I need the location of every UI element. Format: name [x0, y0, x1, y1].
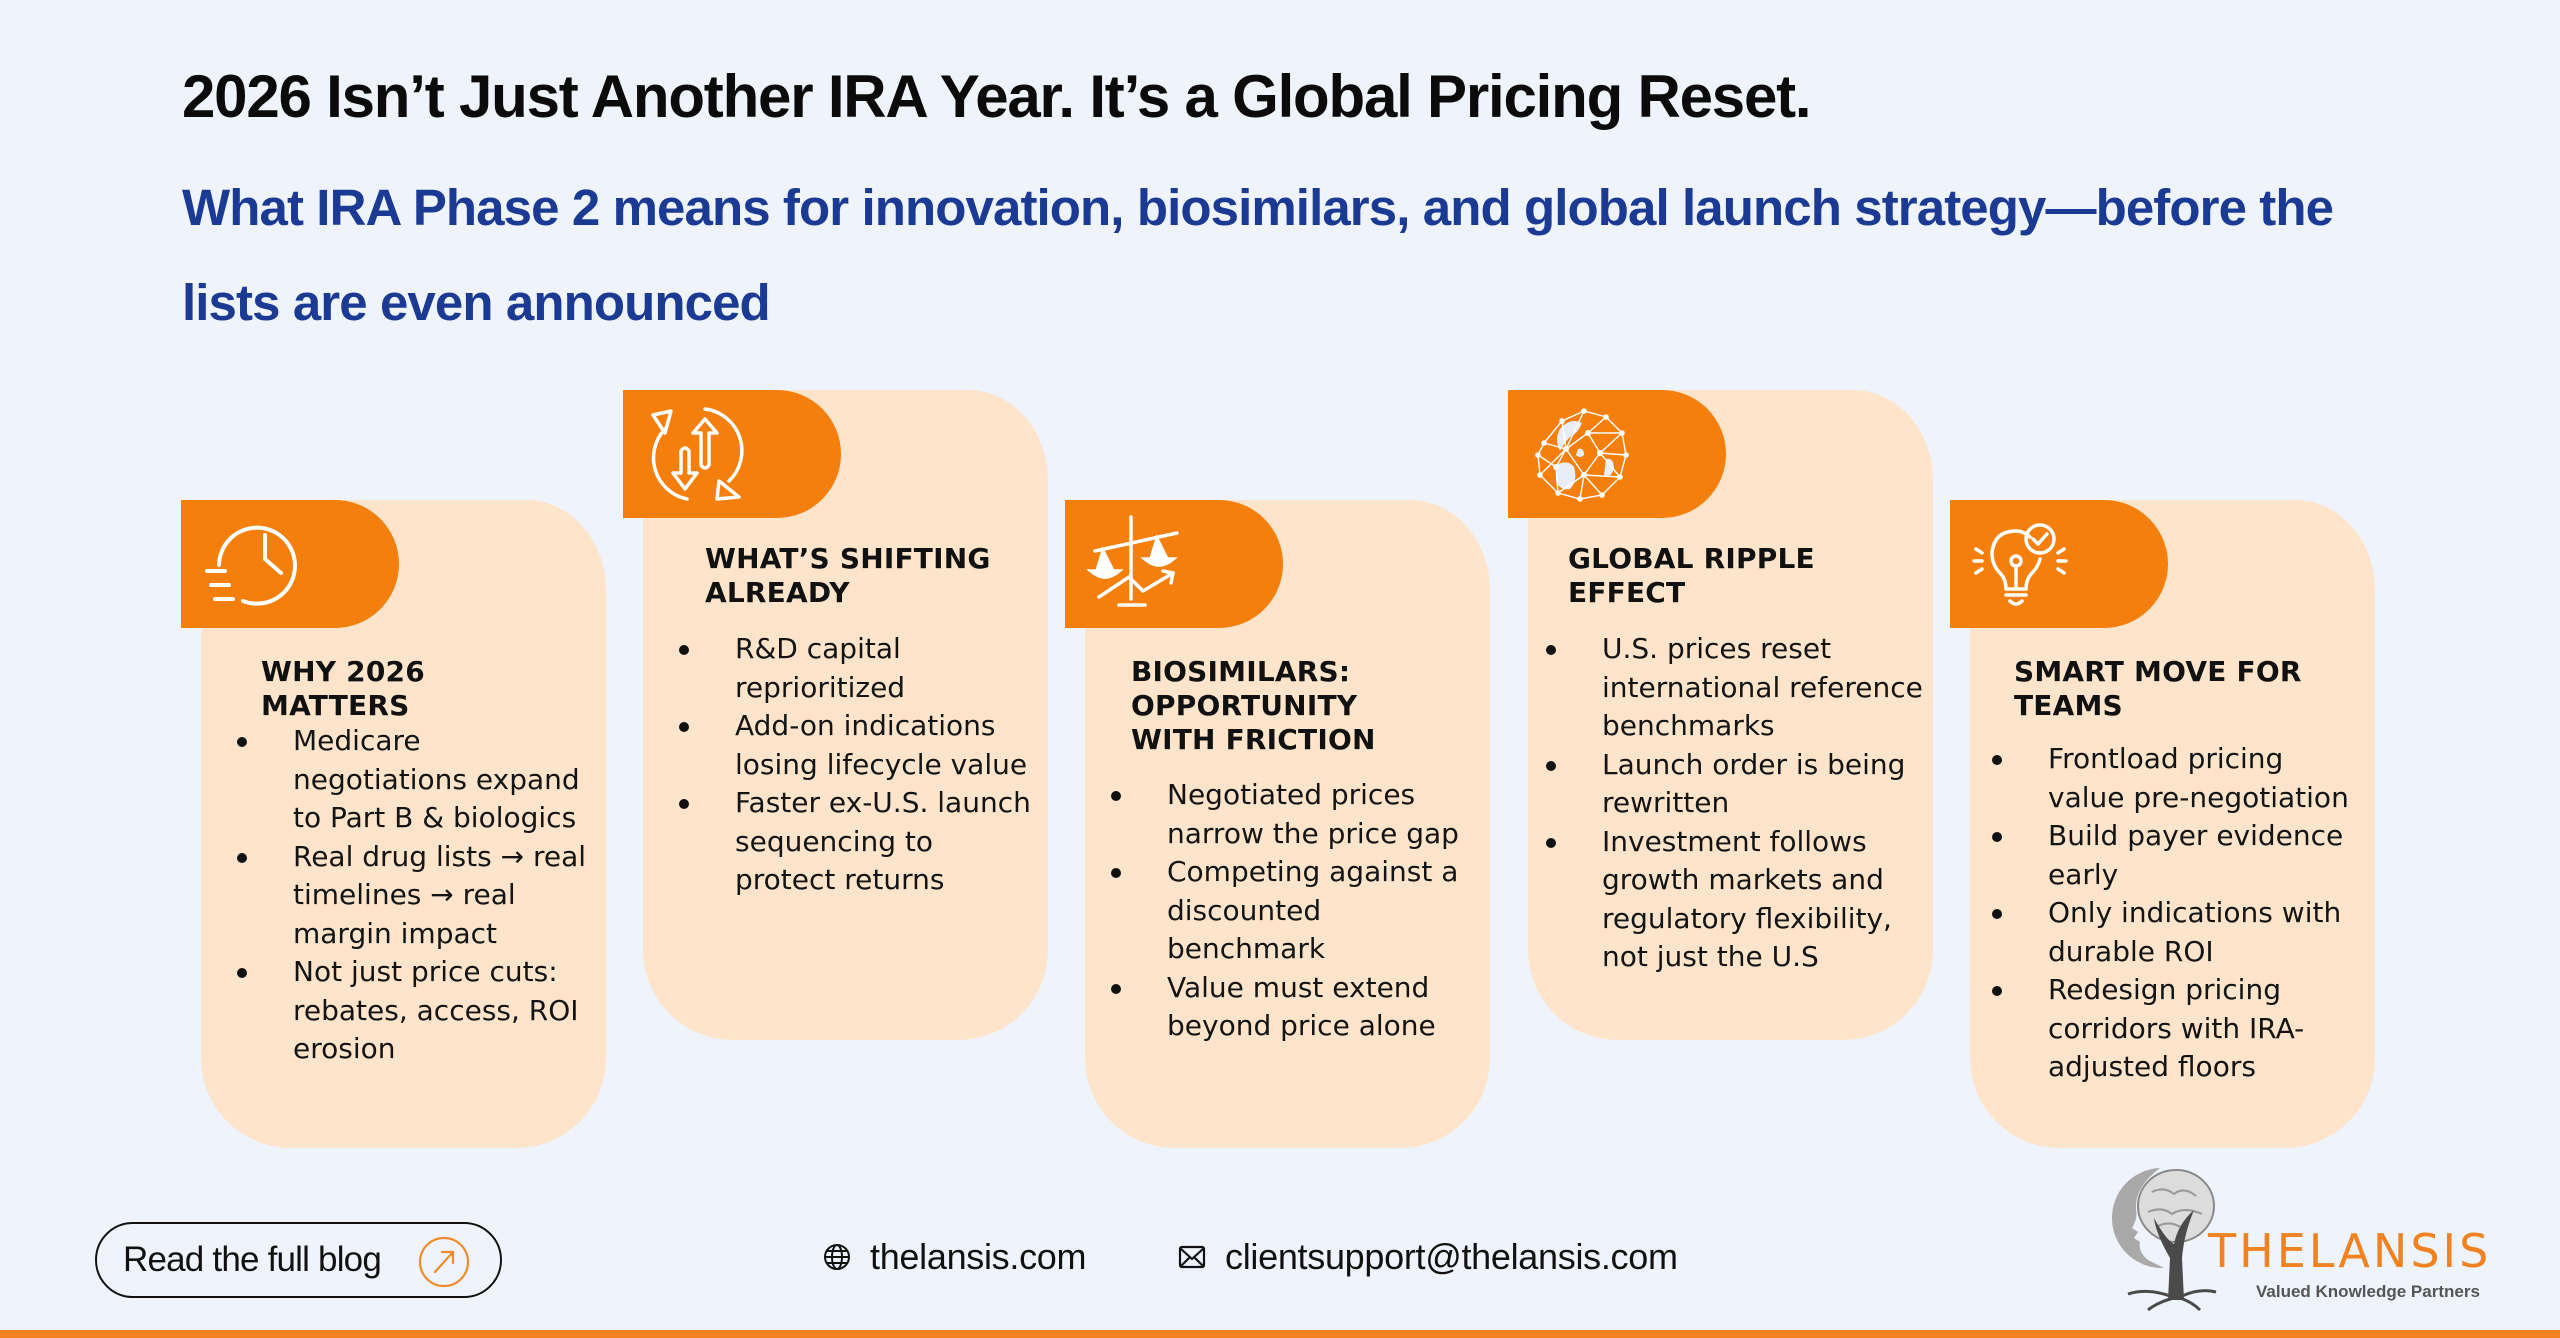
card-bullets: R&D capital reprioritized Add-on indicat… [673, 630, 1038, 900]
bullet-item: Only indications with durable ROI [1986, 894, 2365, 971]
card-heading: WHY 2026 MATTERS [261, 655, 425, 722]
globe-icon [824, 1244, 850, 1270]
card-heading: GLOBAL RIPPLE EFFECT [1568, 542, 1815, 609]
bullet-item: Negotiated prices narrow the price gap [1105, 776, 1480, 853]
card-why-2026-matters: WHY 2026 MATTERS Medicare negotiations e… [181, 500, 611, 1148]
bullet-item: Competing against a discounted benchmark [1105, 853, 1480, 969]
website-contact: thelansis.com [822, 1236, 1087, 1278]
page-subtitle: What IRA Phase 2 means for innovation, b… [182, 179, 2334, 331]
card-whats-shifting: WHAT’S SHIFTING ALREADY R&D capital repr… [623, 390, 1053, 1040]
card-bullets: Negotiated prices narrow the price gap C… [1105, 776, 1480, 1046]
card-smart-move: SMART MOVE FOR TEAMS Frontload pricing v… [1950, 500, 2380, 1148]
card-bullets: U.S. prices reset international referenc… [1540, 630, 1923, 977]
bullet-item: Medicare negotiations expand to Part B &… [231, 722, 596, 838]
balance-scale-icon [1086, 515, 1179, 607]
card-icon-tab [1950, 500, 2168, 628]
shift-arrows-icon [651, 407, 744, 501]
bullet-item: U.S. prices reset international referenc… [1540, 630, 1923, 746]
card-heading: SMART MOVE FOR TEAMS [2014, 655, 2302, 722]
card-icon-tab [1065, 500, 1283, 628]
bullet-item: Redesign pricing corridors with IRA-adju… [1986, 971, 2365, 1087]
website-link[interactable]: thelansis.com [870, 1236, 1087, 1277]
bullet-item: Investment follows growth markets and re… [1540, 823, 1923, 977]
arrow-up-right-circle-icon [418, 1236, 470, 1288]
bullet-item: Frontload pricing value pre-negotiation [1986, 740, 2365, 817]
bullet-item: Add-on indications losing lifecycle valu… [673, 707, 1038, 784]
logo-tagline: Valued Knowledge Partners [2256, 1282, 2480, 1301]
email-link[interactable]: clientsupport@thelansis.com [1225, 1236, 1678, 1277]
email-contact: clientsupport@thelansis.com [1177, 1236, 1678, 1278]
card-bullets: Medicare negotiations expand to Part B &… [231, 722, 596, 1069]
card-bullets: Frontload pricing value pre-negotiation … [1986, 740, 2365, 1087]
card-global-ripple: GLOBAL RIPPLE EFFECT U.S. prices reset i… [1508, 390, 1938, 1040]
clock-fast-icon [205, 525, 297, 606]
card-heading: BIOSIMILARS: OPPORTUNITY WITH FRICTION [1131, 655, 1376, 756]
logo-wordmark: THELANSIS [2208, 1224, 2492, 1278]
lightbulb-check-icon [1972, 523, 2068, 606]
card-icon-tab [623, 390, 841, 518]
bottom-accent-bar [0, 1330, 2560, 1338]
card-body: WHY 2026 MATTERS Medicare negotiations e… [201, 500, 606, 1148]
bullet-item: Build payer evidence early [1986, 817, 2365, 894]
bullet-item: Faster ex-U.S. launch sequencing to prot… [673, 784, 1038, 900]
brain-tree-logo-icon [2111, 1168, 2217, 1312]
bullet-item: Not just price cuts: rebates, access, RO… [231, 953, 596, 1069]
page-title: 2026 Isn’t Just Another IRA Year. It’s a… [182, 63, 1812, 130]
read-full-blog-label: Read the full blog [123, 1240, 382, 1279]
card-icon-tab [1508, 390, 1726, 518]
card-heading: WHAT’S SHIFTING ALREADY [705, 542, 991, 609]
read-full-blog-button[interactable]: Read the full blog [95, 1222, 502, 1298]
mail-icon [1178, 1245, 1206, 1269]
bullet-item: Value must extend beyond price alone [1105, 969, 1480, 1046]
thelansis-logo: THELANSIS Valued Knowledge Partners [2108, 1162, 2488, 1312]
card-biosimilars: BIOSIMILARS: OPPORTUNITY WITH FRICTION N… [1065, 500, 1495, 1148]
bullet-item: R&D capital reprioritized [673, 630, 1038, 707]
bullet-item: Launch order is being rewritten [1540, 746, 1923, 823]
network-globe-icon [1535, 408, 1629, 502]
bullet-item: Real drug lists → real timelines → real … [231, 838, 596, 954]
card-icon-tab [181, 500, 399, 628]
